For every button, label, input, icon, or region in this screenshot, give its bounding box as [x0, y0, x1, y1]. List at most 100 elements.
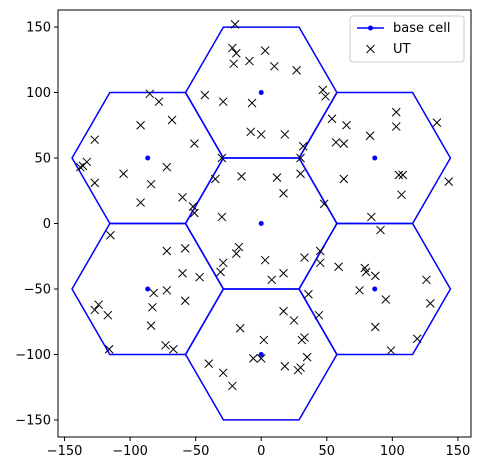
ut-point — [370, 271, 380, 281]
ut-point — [386, 346, 396, 355]
ut-point — [302, 352, 312, 362]
ut-point — [162, 162, 172, 172]
ut-point — [106, 230, 115, 240]
ut-point — [339, 174, 349, 184]
y-tick-label: 100 — [26, 86, 51, 101]
ut-point — [231, 48, 241, 58]
ut-point — [180, 296, 190, 306]
ut-point — [279, 189, 288, 198]
ut-point — [412, 334, 422, 344]
ut-point — [178, 268, 187, 278]
y-tick-label: −50 — [24, 282, 51, 297]
ut-point — [292, 65, 301, 75]
legend: base cell UT — [349, 15, 465, 63]
cell-hexagons — [71, 26, 452, 421]
ut-point — [136, 120, 145, 130]
ut-point — [259, 335, 269, 345]
ut-point — [169, 344, 178, 354]
ut-point — [249, 354, 258, 363]
ut-point — [367, 212, 376, 222]
ut-point — [200, 90, 210, 100]
ut-point — [318, 85, 328, 95]
x-tick-label: 100 — [380, 444, 405, 459]
ut-point — [315, 258, 325, 268]
ut-point — [256, 354, 266, 363]
ut-point — [180, 244, 190, 253]
ut-point — [231, 249, 241, 258]
ut-point — [228, 43, 237, 53]
ut-point — [260, 46, 270, 55]
ut-point — [426, 299, 435, 308]
ut-point — [146, 321, 156, 331]
ut-point — [280, 361, 290, 371]
ut-point — [204, 359, 214, 369]
ut-point — [300, 333, 309, 342]
cell-hexagon — [71, 91, 225, 225]
base-cell-centers — [145, 90, 378, 357]
ut-point — [149, 288, 159, 298]
legend-ut-marker-b — [366, 44, 375, 54]
ut-point — [161, 340, 170, 350]
ut-point — [246, 127, 256, 137]
ut-point — [339, 139, 349, 148]
ut-point — [376, 225, 385, 235]
ut-point — [216, 267, 225, 277]
ut-point — [148, 302, 157, 312]
ut-point — [296, 153, 305, 163]
legend-ut-label: UT — [393, 42, 411, 57]
ut-point — [391, 107, 401, 117]
ut-point — [75, 162, 85, 172]
ut-point — [327, 114, 337, 124]
ut-point — [365, 131, 375, 141]
y-axis: −150 −100 −50 0 50 100 150 — [15, 21, 58, 428]
ut-point — [217, 212, 227, 222]
ut-point — [90, 135, 100, 145]
ut-point — [119, 169, 128, 179]
ut-point — [235, 323, 245, 333]
ut-point — [304, 289, 313, 299]
ut-point — [391, 122, 401, 131]
ut-point — [444, 177, 454, 186]
base-cell-center — [258, 90, 264, 96]
ut-point — [237, 171, 246, 181]
base-cell-center — [145, 155, 151, 161]
y-tick-label: 0 — [43, 217, 51, 232]
ut-point — [229, 59, 239, 69]
ut-point — [218, 368, 228, 378]
y-tick-label: −150 — [15, 413, 51, 428]
ut-point — [234, 242, 244, 252]
ut-point — [228, 381, 237, 391]
ut-point — [136, 198, 145, 207]
ut-point — [300, 253, 309, 262]
ut-point — [370, 322, 380, 332]
ut-point — [162, 246, 172, 256]
base-cell-center — [145, 286, 151, 292]
legend-base-cell-label: base cell — [393, 21, 451, 36]
ut-point — [94, 300, 103, 310]
y-tick-label: 50 — [34, 152, 51, 167]
ut-point — [82, 157, 92, 167]
ut-point — [334, 262, 343, 272]
x-tick-label: 50 — [319, 444, 336, 459]
ut-point — [319, 199, 329, 209]
ut-point — [210, 174, 220, 184]
ut-point — [394, 170, 404, 180]
ut-point — [314, 310, 324, 320]
ut-point — [145, 89, 155, 99]
ut-point — [342, 120, 351, 130]
ut-point — [293, 365, 303, 375]
ut-point — [361, 267, 371, 277]
x-axis: −150 −100 −50 0 50 100 150 — [47, 437, 470, 459]
base-cell-center — [372, 286, 378, 292]
ut-point — [355, 285, 364, 295]
y-tick-label: 150 — [26, 21, 51, 36]
x-tick-label: −100 — [112, 444, 148, 459]
x-tick-label: −50 — [182, 444, 209, 459]
ut-point — [230, 20, 240, 29]
ut-point — [398, 170, 408, 180]
ut-point — [247, 98, 257, 108]
ut-point — [269, 61, 279, 71]
ut-point — [381, 295, 391, 304]
ut-point — [167, 115, 177, 125]
